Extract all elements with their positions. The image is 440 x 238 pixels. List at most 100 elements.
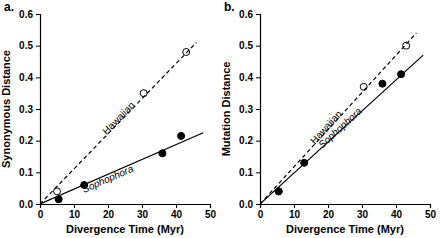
y-tick-mark — [36, 141, 40, 142]
y-tick-mark — [256, 14, 260, 15]
x-tick-label: 30 — [357, 209, 369, 220]
x-tick-mark — [142, 204, 143, 208]
x-tick-label: 10 — [69, 209, 81, 220]
data-point — [403, 42, 410, 49]
data-point — [178, 132, 185, 139]
y-tick-label: 0.2 — [19, 135, 33, 146]
y-tick-label: 0.5 — [239, 40, 253, 51]
panel: 010203040500.00.10.20.30.40.50.6Divergen… — [0, 9, 216, 235]
y-tick-mark — [36, 77, 40, 78]
data-point — [183, 49, 190, 56]
y-tick-mark — [36, 14, 40, 15]
x-tick-mark — [362, 204, 363, 208]
x-tick-mark — [176, 204, 177, 208]
y-axis-line — [36, 15, 41, 205]
x-tick-label: 30 — [137, 209, 149, 220]
y-tick: 0.3 — [19, 104, 40, 115]
x-tick: 0 — [38, 204, 44, 220]
data-point — [54, 188, 61, 195]
y-tick: 0.6 — [19, 9, 40, 20]
x-tick: 50 — [205, 204, 217, 220]
x-tick-label: 20 — [103, 209, 115, 220]
data-point — [360, 83, 367, 90]
y-tick-mark — [256, 172, 260, 173]
y-tick: 0.1 — [19, 167, 40, 178]
x-tick: 10 — [289, 204, 301, 220]
y-tick-label: 0.1 — [239, 167, 253, 178]
y-tick: 0.6 — [239, 9, 260, 20]
x-tick: 20 — [323, 204, 335, 220]
x-tick-label: 40 — [171, 209, 183, 220]
y-tick-label: 0.6 — [239, 9, 253, 20]
x-axis-title: Divergence Time (Myr) — [286, 223, 404, 235]
y-axis-title: Synonymous Distance — [0, 50, 12, 168]
y-tick-label: 0.2 — [239, 135, 253, 146]
y-tick-label: 0.3 — [239, 104, 253, 115]
x-tick-mark — [430, 204, 431, 208]
fit-line — [40, 133, 203, 204]
data-point — [398, 71, 405, 78]
x-tick-label: 50 — [425, 209, 437, 220]
y-tick: 0.4 — [239, 72, 260, 83]
y-tick-label: 0.6 — [19, 9, 33, 20]
x-tick-mark — [210, 204, 211, 208]
line-labels: Hawaiian Sophophora — [80, 99, 136, 194]
y-axis-title: Mutation Distance — [220, 62, 232, 157]
x-tick: 0 — [258, 204, 264, 220]
y-tick: 0.1 — [239, 167, 260, 178]
panel-title: a. — [4, 0, 14, 14]
panel-title: b. — [224, 0, 235, 14]
y-axis: 0.0 0.1 0.2 0.3 0.4 0.5 0.6 — [239, 9, 260, 210]
y-tick-mark — [36, 46, 40, 47]
x-tick-mark — [108, 204, 109, 208]
fit-line — [40, 43, 196, 205]
data-point — [379, 80, 386, 87]
fit-line — [260, 55, 423, 204]
y-tick-label: 0.0 — [239, 199, 253, 210]
y-axis: 0.0 0.1 0.2 0.3 0.4 0.5 0.6 — [19, 9, 40, 210]
y-tick-mark — [36, 109, 40, 110]
x-tick: 50 — [425, 204, 437, 220]
y-tick-label: 0.4 — [239, 72, 253, 83]
y-tick-mark — [256, 109, 260, 110]
y-tick-mark — [256, 141, 260, 142]
y-tick: 0.2 — [239, 135, 260, 146]
fit-line — [260, 33, 416, 204]
x-tick-label: 10 — [289, 209, 301, 220]
x-axis-line — [41, 205, 211, 209]
x-tick-label: 50 — [205, 209, 217, 220]
y-tick-label: 0.3 — [19, 104, 33, 115]
x-tick: 40 — [171, 204, 183, 220]
line-labels: HawaiianSophophora — [308, 105, 364, 150]
series-label: Sophophora — [316, 105, 364, 150]
y-tick: 0.3 — [239, 104, 260, 115]
y-tick: 0.0 — [239, 199, 260, 210]
y-tick: 0.0 — [19, 199, 40, 210]
y-tick-mark — [36, 204, 40, 205]
x-tick-label: 0 — [258, 209, 264, 220]
x-tick-label: 20 — [323, 209, 335, 220]
y-tick-mark — [256, 204, 260, 205]
series-label: Hawaiian — [100, 99, 137, 136]
series-label: Sophophora — [80, 163, 135, 195]
x-tick-mark — [328, 204, 329, 208]
x-axis-line — [261, 205, 431, 209]
figure: 0 10 20 30 40 50 0.0 0.1 0.2 0.3 0.4 0.5 0.6 Divergen… — [0, 0, 440, 238]
x-tick: 20 — [103, 204, 115, 220]
plot-area — [260, 33, 423, 204]
y-tick-mark — [256, 77, 260, 78]
y-tick-label: 0.0 — [19, 199, 33, 210]
plot-area — [40, 43, 203, 205]
y-tick-mark — [256, 46, 260, 47]
x-tick-mark — [74, 204, 75, 208]
x-axis: 0 10 20 30 40 50 — [38, 204, 217, 220]
x-tick: 30 — [357, 204, 369, 220]
y-tick-label: 0.5 — [19, 40, 33, 51]
x-tick-mark — [396, 204, 397, 208]
panel: 0 10 20 30 40 50 0.0 0.1 0.2 0.3 0.4 0.5 0.6 Divergen… — [220, 9, 436, 235]
y-tick-mark — [36, 172, 40, 173]
x-tick: 40 — [391, 204, 403, 220]
x-tick: 10 — [69, 204, 81, 220]
y-tick-label: 0.4 — [19, 72, 33, 83]
y-tick-label: 0.1 — [19, 167, 33, 178]
